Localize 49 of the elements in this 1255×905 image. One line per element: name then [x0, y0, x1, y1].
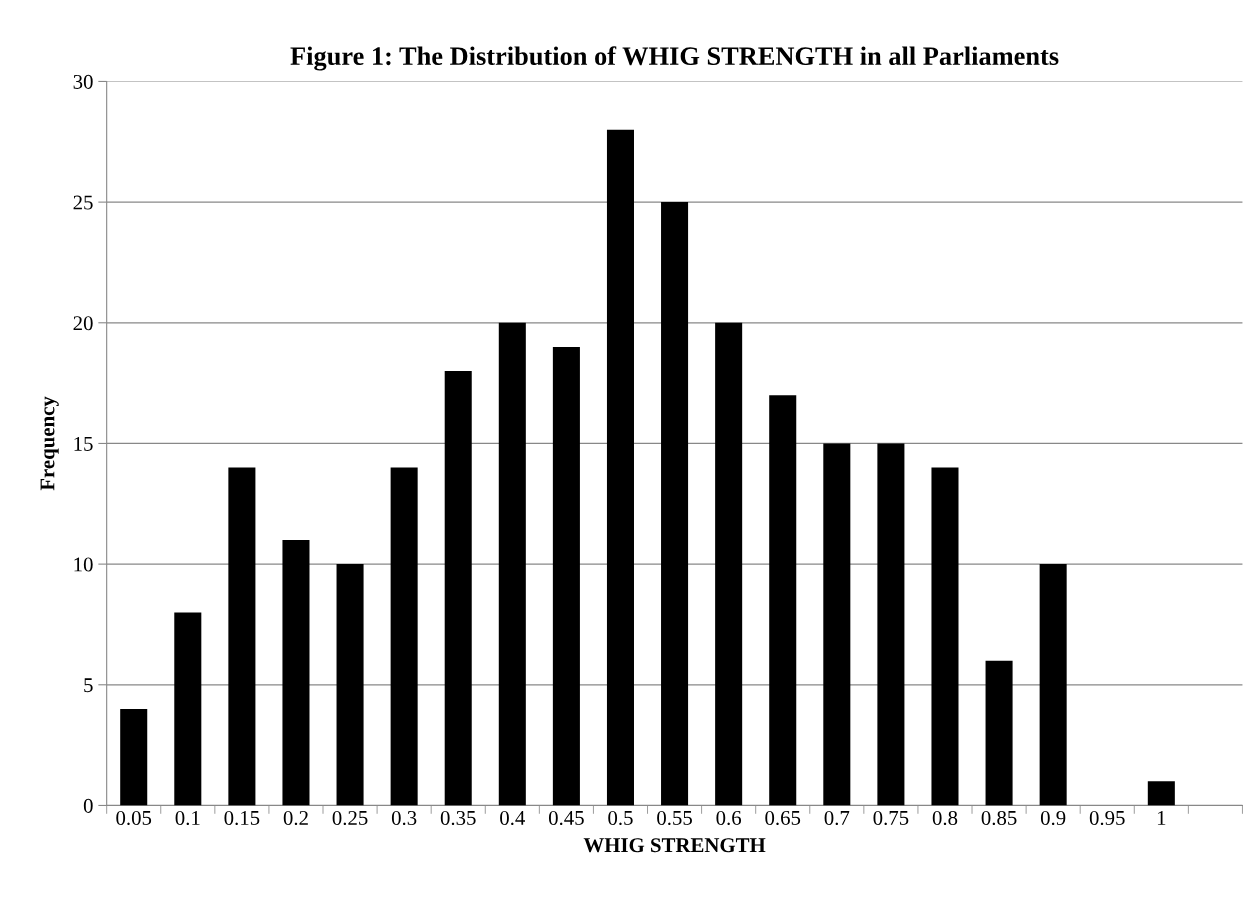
- x-tick-label: 0.25: [332, 810, 368, 826]
- bar: [661, 202, 689, 806]
- x-tick-label: 0.9: [1040, 810, 1066, 826]
- x-tick-label: 0.6: [716, 810, 742, 826]
- bar: [1147, 781, 1175, 806]
- bar: [877, 443, 905, 806]
- x-tick-label: 0.45: [548, 810, 584, 826]
- bar: [769, 395, 797, 806]
- y-tick-label: 0: [83, 798, 93, 813]
- bar: [282, 539, 310, 806]
- bar: [552, 346, 580, 806]
- bar: [120, 708, 148, 806]
- x-tick-label: 0.5: [608, 810, 633, 826]
- bar: [498, 322, 526, 806]
- bar: [715, 322, 743, 806]
- x-tick-label: 0.95: [1089, 810, 1125, 826]
- bar: [336, 564, 364, 806]
- bar: [444, 371, 472, 806]
- bar: [174, 612, 202, 806]
- x-tick-label: 0.7: [824, 810, 850, 826]
- y-tick-label: 25: [73, 195, 93, 210]
- x-tick-label: 0.1: [175, 810, 200, 826]
- y-axis-title: Frequency: [40, 396, 59, 491]
- y-tick-label: 15: [74, 436, 93, 451]
- bar: [606, 129, 634, 806]
- y-tick-label: 20: [73, 316, 93, 331]
- bar: [985, 660, 1013, 806]
- bar: [823, 443, 851, 806]
- x-tick-label: 0.15: [224, 810, 260, 826]
- x-tick-label: 0.85: [981, 810, 1017, 826]
- bar: [931, 467, 959, 806]
- y-tick-label: 10: [74, 557, 93, 572]
- x-tick-label: 0.8: [932, 810, 958, 826]
- x-tick-label: 0.65: [765, 810, 801, 826]
- y-tick-label: 5: [84, 678, 93, 693]
- x-tick-label: 0.4: [500, 810, 525, 826]
- x-tick-label: 0.55: [657, 810, 692, 826]
- x-tick-label: 0.05: [116, 810, 152, 826]
- bar: [228, 467, 256, 806]
- x-tick-label: 1: [1157, 811, 1166, 825]
- x-tick-label: 0.75: [873, 810, 909, 826]
- x-tick-label: 0.3: [391, 810, 417, 826]
- x-tick-label: 0.35: [440, 810, 476, 826]
- x-tick-label: 0.2: [283, 810, 308, 826]
- bar: [390, 467, 418, 806]
- x-axis-title: WHIG STRENGTH: [583, 838, 766, 853]
- y-tick-label: 30: [73, 74, 93, 89]
- bar: [1039, 564, 1067, 806]
- chart-title: Figure 1: The Distribution of WHIG STRENGTH in all Parliaments: [290, 46, 1059, 71]
